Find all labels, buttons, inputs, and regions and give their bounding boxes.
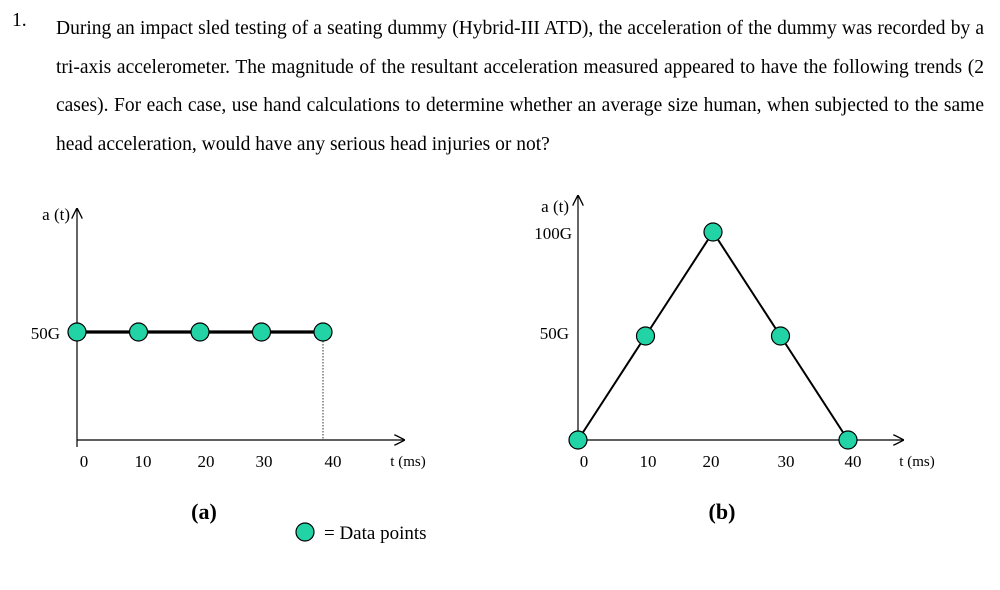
chart-b-ylabel: a (t) — [541, 197, 569, 216]
chart-b-ytick-100: 100G — [534, 224, 572, 243]
chart-b-data-point-40 — [838, 430, 858, 450]
legend-marker — [295, 522, 315, 542]
chart-b-ytick-50: 50G — [540, 324, 569, 343]
chart-b: a (t) 100G 50G 0 10 20 30 40 t (ms) (b) — [534, 196, 935, 524]
chart-b-xtick-20: 20 — [703, 452, 720, 471]
chart-a-ytick-50: 50G — [31, 324, 60, 343]
chart-a-points — [67, 322, 333, 342]
chart-b-xtick-10: 10 — [640, 452, 657, 471]
chart-b-data-point-20 — [703, 222, 723, 242]
problem-number: 1. — [12, 10, 27, 31]
chart-a-xtick-10: 10 — [135, 452, 152, 471]
chart-a-xtick-40: 40 — [325, 452, 342, 471]
chart-a-data-point-40 — [313, 322, 333, 342]
chart-a-xtick-30: 30 — [256, 452, 273, 471]
chart-b-points — [568, 222, 858, 450]
chart-a: a (t) 50G 0 10 20 30 40 t (ms) (a) — [31, 205, 426, 524]
chart-a-data-point-0 — [67, 322, 87, 342]
chart-b-xlabel: t (ms) — [899, 454, 934, 470]
chart-b-xtick-40: 40 — [845, 452, 862, 471]
chart-a-ylabel: a (t) — [42, 205, 70, 224]
chart-a-panel-label: (a) — [191, 499, 217, 524]
chart-b-data-point-0 — [568, 430, 588, 450]
chart-a-xtick-0: 0 — [80, 452, 89, 471]
problem-text: During an impact sled testing of a seati… — [56, 18, 984, 155]
legend: = Data points — [295, 522, 427, 544]
chart-a-xtick-20: 20 — [198, 452, 215, 471]
chart-a-xlabel: t (ms) — [390, 454, 425, 470]
chart-a-data-point-10 — [128, 322, 149, 342]
chart-b-data-point-10 — [635, 326, 656, 346]
chart-b-data-point-30 — [770, 326, 791, 346]
chart-b-xtick-0: 0 — [580, 452, 589, 471]
chart-b-panel-label: (b) — [709, 499, 736, 524]
chart-b-series-line — [577, 230, 849, 441]
chart-a-data-point-20 — [190, 322, 210, 342]
chart-b-xtick-30: 30 — [778, 452, 795, 471]
legend-label: = Data points — [324, 523, 427, 544]
chart-a-data-point-30 — [251, 322, 272, 342]
